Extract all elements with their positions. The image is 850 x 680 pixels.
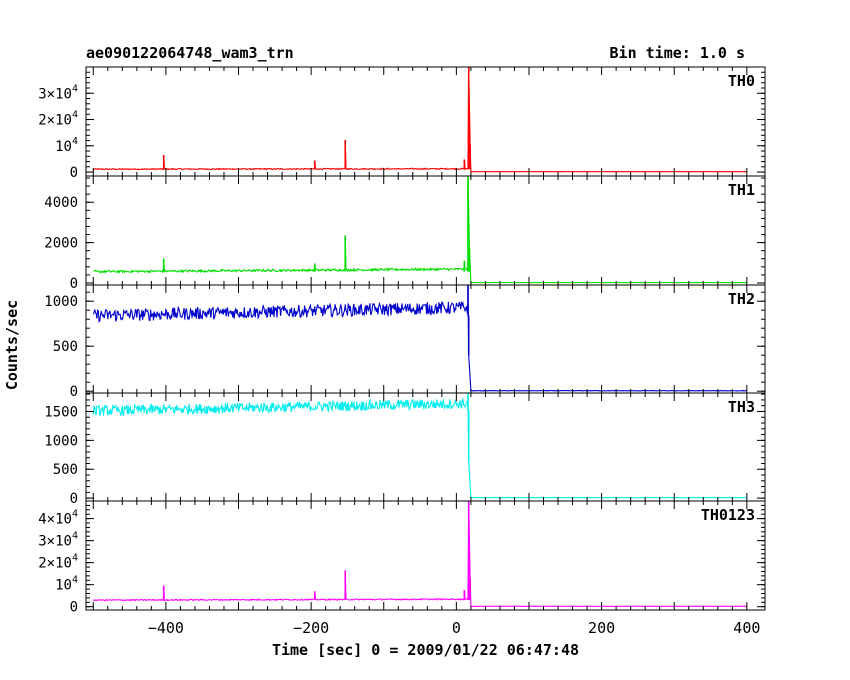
- panel-frame: [85, 392, 766, 502]
- y-tick-label: 500: [53, 339, 78, 355]
- y-tick-label: 3×104: [38, 83, 78, 102]
- panel-frame: [85, 66, 766, 177]
- panel-th0: 0 104 2×104 3×104 TH0: [38, 66, 766, 181]
- panel-th1: 0 2000 4000 TH1: [44, 175, 766, 292]
- panel-label-th0: TH0: [728, 72, 755, 90]
- y-tick-label: 0: [70, 600, 78, 616]
- x-tick-label: 400: [733, 619, 760, 637]
- x-tick-label: −200: [293, 619, 329, 637]
- y-tick-label: 500: [53, 462, 78, 478]
- y-tick-label: 3×104: [38, 531, 78, 550]
- y-tick-label: 2000: [44, 236, 78, 252]
- y-tick-label: 4000: [44, 195, 78, 211]
- series-line-th3: [92, 392, 747, 499]
- bin-time-label: Bin time: 1.0 s: [609, 44, 745, 62]
- y-tick-label: 104: [55, 136, 78, 155]
- panel-label-th3: TH3: [728, 398, 755, 416]
- series-line-th0123: [92, 500, 747, 607]
- y-tick-label: 0: [70, 384, 78, 400]
- series-line-th1: [92, 175, 747, 284]
- y-tick-label: 104: [55, 575, 78, 594]
- x-tick-label: 0: [452, 619, 461, 637]
- panel-label-th2: TH2: [728, 290, 755, 308]
- y-tick-label: 0: [70, 165, 78, 181]
- panel-label-th0123: TH0123: [701, 506, 755, 524]
- panel-frame: [85, 500, 766, 611]
- panel-th2: 0 500 1000 TH2: [44, 284, 766, 400]
- series-line-th0: [92, 66, 747, 173]
- y-tick-label: 1000: [44, 294, 78, 310]
- y-tick-label: 2×104: [38, 553, 78, 572]
- chart-title: ae090122064748_wam3_trn: [86, 44, 294, 62]
- panel-label-th1: TH1: [728, 181, 755, 199]
- x-tick-label: −400: [148, 619, 184, 637]
- panel-frame: [85, 284, 766, 394]
- panel-th0123: 0 104 2×104 3×104 4×104 TH0123: [38, 500, 766, 616]
- series-line-th2: [92, 284, 747, 392]
- y-tick-label: 2×104: [38, 110, 78, 129]
- y-tick-label: 1500: [44, 404, 78, 420]
- y-tick-label: 1000: [44, 433, 78, 449]
- panel-th3: 0 500 1000 1500 TH3: [44, 392, 766, 507]
- y-axis-label: Counts/sec: [3, 300, 21, 390]
- x-axis-label: Time [sec] 0 = 2009/01/22 06:47:48: [272, 641, 579, 659]
- x-tick-label: 200: [588, 619, 615, 637]
- y-tick-label: 0: [70, 491, 78, 507]
- y-tick-label: 0: [70, 276, 78, 292]
- y-tick-label: 4×104: [38, 509, 78, 528]
- panel-frame: [85, 175, 766, 286]
